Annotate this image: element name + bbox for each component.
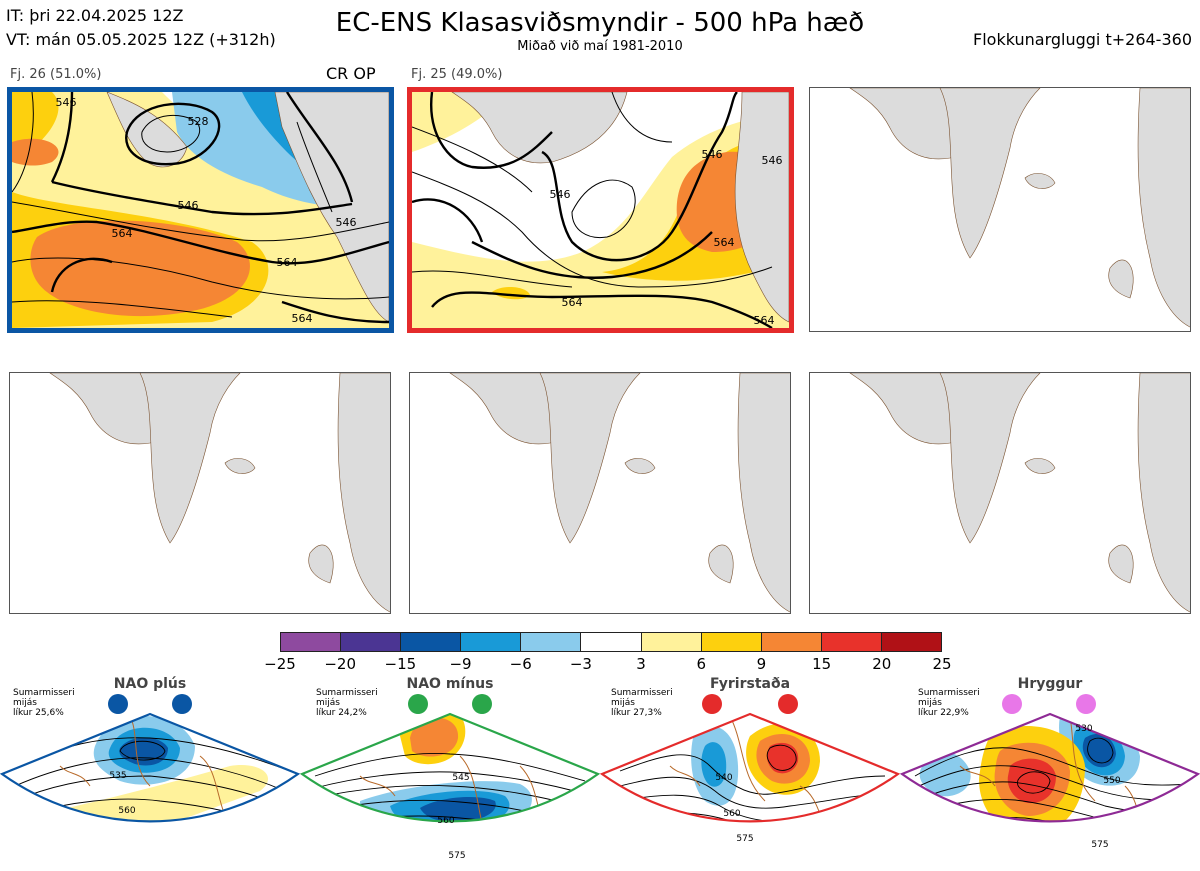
regime-title: Fyrirstaða: [709, 676, 791, 692]
empty-map-4: [809, 372, 1191, 614]
contour-label: 550: [1103, 776, 1120, 786]
contour-label: 560: [437, 816, 454, 826]
regime-blocking: Fyrirstaða Sumarmisseri mijás líkur 27,3%: [600, 676, 900, 871]
colorbar: [280, 632, 942, 652]
colorbar-ticks: −25 −20 −15 −9 −6 −3 3 6 9 15 20 25: [0, 655, 1200, 675]
regime-marker: [408, 694, 428, 714]
empty-map-2: [9, 372, 391, 614]
colorbar-tick-label: 25: [932, 655, 952, 673]
colorbar-tick-label: 9: [756, 655, 767, 673]
init-time: IT: þri 22.04.2025 12Z: [6, 6, 184, 25]
colorbar-segment: [761, 633, 822, 651]
contour-label: 564: [714, 236, 735, 249]
regime-map: 540 560 575: [600, 694, 900, 844]
regime-info: Sumarmisseri mijás líkur 22,9%: [918, 688, 980, 718]
contour-label: 575: [736, 834, 753, 844]
colorbar-tick-label: −9: [449, 655, 472, 673]
colorbar-segment: [641, 633, 702, 651]
contour-label: 546: [762, 154, 783, 167]
contour-label: 564: [754, 314, 775, 327]
colorbar-segment: [701, 633, 762, 651]
contour-label: 535: [109, 771, 126, 781]
contour-label: 530: [1075, 724, 1092, 734]
colorbar-segment: [581, 633, 642, 651]
contour-label: 545: [452, 773, 469, 783]
colorbar-tick-label: 15: [812, 655, 832, 673]
regime-marker: [1002, 694, 1022, 714]
contour-label: 564: [112, 227, 133, 240]
chart-subtitle: Miðað við maí 1981-2010: [517, 39, 683, 54]
cluster-2-label: Fj. 25 (49.0%): [411, 67, 503, 82]
cluster-2-map: 546 546 564 546 564 564: [407, 87, 794, 333]
contour-label: 546: [702, 148, 723, 161]
cluster-1-map: 528 546 546 564 564 546 564: [7, 87, 394, 333]
colorbar-segment: [881, 633, 942, 651]
cluster-1-field: 528 546 546 564 564 546 564: [12, 92, 389, 328]
regime-title: Hryggur: [1017, 676, 1083, 692]
colorbar-tick-label: 20: [872, 655, 892, 673]
contour-label: 560: [723, 809, 740, 819]
colorbar-tick-label: −6: [509, 655, 532, 673]
regime-marker: [778, 694, 798, 714]
regime-marker: [172, 694, 192, 714]
colorbar-tick-label: −20: [324, 655, 356, 673]
regime-map: 545 560 575: [300, 694, 600, 861]
regime-ridge: Hryggur Sumarmisseri mijás líkur 22,9%: [900, 676, 1200, 871]
regime-marker: [108, 694, 128, 714]
colorbar-segment: [341, 633, 402, 651]
valid-time: VT: mán 05.05.2025 12Z (+312h): [6, 30, 276, 49]
regime-map: 530 550 575: [900, 694, 1200, 850]
colorbar-segment: [401, 633, 462, 651]
colorbar-segment: [281, 633, 342, 651]
colorbar-segment: [821, 633, 882, 651]
contour-label: 560: [118, 806, 135, 816]
regime-nao-minus: NAO mínus Sumarmisseri mijás líkur 24,2%: [300, 676, 600, 871]
regime-marker: [1076, 694, 1096, 714]
regime-map: 535 560: [0, 694, 300, 823]
contour-label: 546: [550, 188, 571, 201]
contour-label: 564: [562, 296, 583, 309]
empty-map-1: [809, 87, 1191, 332]
classification-window: Flokkunargluggi t+264-360: [973, 30, 1192, 49]
regime-info: Sumarmisseri mijás líkur 25,6%: [13, 688, 75, 718]
cluster-1-tag: CR OP: [326, 64, 376, 83]
cluster-1-label: Fj. 26 (51.0%): [10, 67, 102, 82]
colorbar-segment: [521, 633, 582, 651]
contour-label: 540: [715, 773, 732, 783]
colorbar-tick-label: −25: [264, 655, 296, 673]
cluster-2-field: 546 546 564 546 564 564: [412, 92, 789, 328]
regime-title: NAO mínus: [406, 676, 494, 692]
chart-title: EC-ENS Klasasviðsmyndir - 500 hPa hæð: [335, 8, 865, 38]
contour-label: 528: [188, 115, 209, 128]
contour-label: 564: [277, 256, 298, 269]
empty-map-3: [409, 372, 791, 614]
colorbar-tick-label: −3: [569, 655, 592, 673]
regime-marker: [472, 694, 492, 714]
contour-label: 564: [292, 312, 313, 325]
contour-label: 546: [56, 96, 77, 109]
colorbar-tick-label: 3: [636, 655, 646, 673]
colorbar-segment: [461, 633, 522, 651]
regime-nao-plus: NAO plús Sumarmisseri mijás líkur 25,6% 53…: [0, 676, 300, 871]
contour-label: 575: [1091, 840, 1108, 850]
regime-info: Sumarmisseri mijás líkur 24,2%: [316, 688, 378, 718]
regime-title: NAO plús: [113, 676, 187, 692]
colorbar-tick-label: −15: [384, 655, 417, 673]
regime-marker: [702, 694, 722, 714]
contour-label: 546: [336, 216, 357, 229]
colorbar-tick-label: 6: [696, 655, 707, 673]
regime-info: Sumarmisseri mijás líkur 27,3%: [611, 688, 673, 718]
contour-label: 575: [448, 851, 465, 861]
contour-label: 546: [178, 199, 199, 212]
header-times: IT: þri 22.04.2025 12Z VT: mán 05.05.202…: [6, 4, 276, 52]
